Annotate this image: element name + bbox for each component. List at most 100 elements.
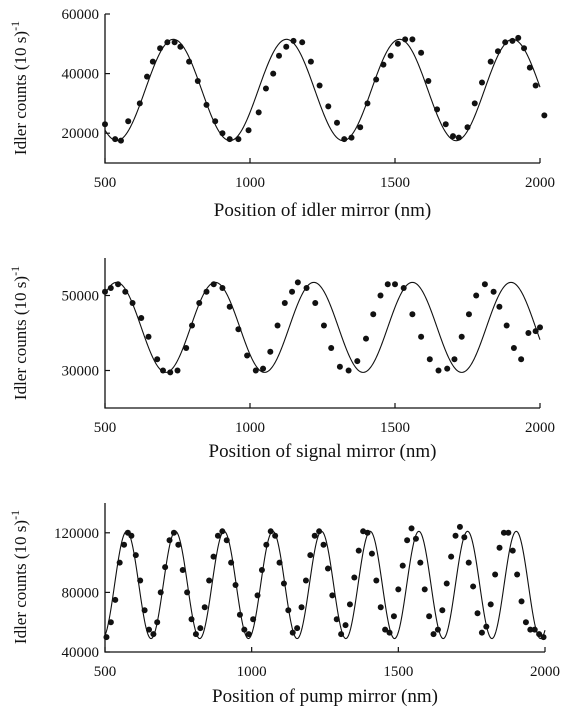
data-point bbox=[157, 589, 164, 596]
x-tick-label: 1000 bbox=[235, 420, 265, 436]
data-point bbox=[107, 285, 114, 291]
data-point bbox=[390, 613, 397, 620]
data-point bbox=[112, 136, 119, 143]
data-point bbox=[525, 330, 532, 336]
data-point bbox=[283, 43, 290, 50]
data-point bbox=[183, 345, 190, 351]
data-point bbox=[219, 285, 226, 291]
data-point bbox=[214, 532, 221, 539]
x-tick-label: 500 bbox=[94, 664, 117, 680]
data-point bbox=[500, 529, 507, 536]
data-point bbox=[509, 547, 516, 554]
data-point bbox=[203, 101, 210, 108]
data-point bbox=[184, 589, 191, 596]
data-point bbox=[479, 79, 485, 86]
y-axis-label-main: Idler counts (10 s) bbox=[11, 31, 30, 155]
data-point bbox=[203, 288, 210, 295]
data-point bbox=[175, 541, 182, 548]
data-point bbox=[341, 136, 348, 143]
data-point bbox=[166, 537, 173, 544]
y-axis-label-exponent: -1 bbox=[8, 266, 22, 276]
data-point bbox=[451, 356, 458, 363]
data-point bbox=[276, 559, 283, 566]
data-point bbox=[157, 45, 164, 52]
data-point bbox=[409, 36, 416, 43]
data-point bbox=[426, 613, 433, 620]
data-point bbox=[252, 367, 259, 374]
data-point bbox=[307, 552, 314, 559]
data-point bbox=[404, 537, 411, 544]
data-point bbox=[154, 356, 161, 363]
x-tick-label: 1500 bbox=[380, 175, 410, 191]
x-tick-label: 500 bbox=[94, 420, 117, 436]
data-point bbox=[470, 583, 477, 590]
data-point bbox=[281, 300, 288, 306]
data-point bbox=[137, 577, 144, 584]
data-point bbox=[373, 76, 380, 83]
data-point bbox=[380, 61, 387, 68]
data-point bbox=[162, 564, 169, 571]
data-point bbox=[270, 70, 277, 77]
data-point bbox=[164, 39, 171, 46]
data-point bbox=[289, 288, 296, 295]
data-point bbox=[364, 100, 371, 107]
data-point bbox=[179, 567, 186, 574]
data-point bbox=[392, 281, 398, 288]
data-point bbox=[434, 626, 441, 633]
data-point bbox=[294, 279, 301, 286]
data-point bbox=[509, 37, 516, 44]
chart-panel-3: 500 1000 1500 2000 40000 80000 120000 Position … bbox=[8, 503, 560, 707]
data-point bbox=[354, 358, 361, 365]
data-point bbox=[526, 64, 533, 71]
data-point bbox=[443, 580, 450, 587]
data-point bbox=[307, 58, 314, 65]
x-tick-label: 1500 bbox=[383, 664, 413, 680]
data-point bbox=[351, 574, 358, 581]
data-point bbox=[478, 629, 485, 636]
data-point bbox=[302, 577, 309, 584]
data-point bbox=[496, 303, 503, 310]
data-point bbox=[267, 528, 274, 535]
data-point bbox=[496, 544, 503, 551]
data-point bbox=[334, 119, 340, 126]
x-tick-label: 500 bbox=[94, 175, 117, 191]
data-point bbox=[464, 124, 471, 131]
x-tick-label: 2000 bbox=[525, 420, 555, 436]
data-point bbox=[103, 634, 110, 641]
data-point bbox=[417, 559, 424, 566]
data-point bbox=[145, 333, 152, 340]
data-point bbox=[303, 285, 310, 291]
data-point bbox=[452, 532, 459, 539]
data-point bbox=[521, 45, 528, 52]
data-point bbox=[280, 580, 287, 587]
data-point bbox=[136, 100, 143, 107]
x-axis-label: Position of idler mirror (nm) bbox=[214, 200, 431, 221]
data-point bbox=[536, 631, 543, 638]
data-point bbox=[483, 623, 490, 630]
data-point bbox=[128, 532, 135, 539]
data-point bbox=[418, 49, 425, 56]
data-point bbox=[492, 571, 499, 578]
data-point bbox=[102, 288, 108, 295]
data-point bbox=[333, 616, 340, 623]
data-point bbox=[402, 36, 409, 43]
data-point bbox=[426, 356, 433, 363]
data-point bbox=[518, 356, 525, 363]
data-point bbox=[425, 78, 432, 85]
data-point bbox=[154, 619, 161, 626]
data-point bbox=[102, 121, 108, 128]
data-point bbox=[122, 288, 129, 295]
y-tick-label: 40000 bbox=[62, 645, 100, 661]
data-point bbox=[255, 109, 262, 116]
data-point bbox=[289, 629, 296, 636]
data-point bbox=[316, 528, 323, 535]
data-point bbox=[395, 586, 402, 593]
data-point bbox=[186, 58, 193, 65]
data-point bbox=[316, 82, 323, 89]
data-point bbox=[201, 604, 208, 611]
data-point bbox=[541, 112, 548, 119]
data-point bbox=[518, 598, 525, 605]
y-tick-label: 30000 bbox=[62, 364, 100, 380]
data-point bbox=[324, 565, 331, 572]
